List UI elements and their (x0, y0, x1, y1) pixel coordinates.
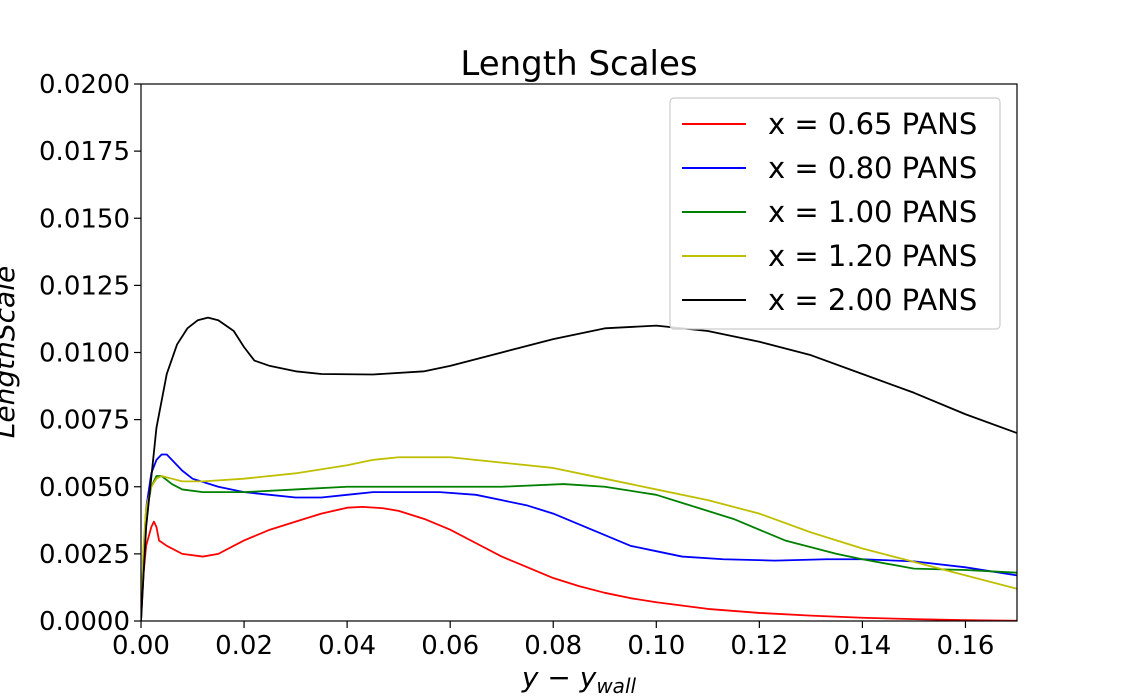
legend-label-2: x = 0.80 PANS (768, 151, 977, 185)
series-line-2 (141, 453, 1017, 621)
plot-area (140, 83, 1018, 622)
y-tick-label: 0.0150 (39, 204, 130, 234)
x-tick-label: 0.04 (318, 631, 376, 661)
y-tick-label: 0.0025 (39, 540, 130, 570)
legend-items: x = 0.65 PANS x = 0.80 PANS x = 1.00 PANS x… (682, 107, 977, 317)
y-axis-label: LengthScale (0, 266, 21, 438)
x-tick-label: 0.08 (524, 631, 582, 661)
series-layer (141, 316, 1017, 621)
y-tick-label: 0.0050 (39, 473, 130, 503)
y-tick-label: 0.0000 (39, 607, 130, 637)
chart-title: Length Scales (460, 44, 697, 84)
legend-label-3: x = 1.00 PANS (768, 195, 977, 229)
legend-frame (669, 97, 1001, 330)
x-axis-label: y − ywall (521, 661, 637, 698)
x-tick-label: 0.16 (937, 631, 995, 661)
legend-label-5: x = 2.00 PANS (768, 283, 977, 317)
series-line-3 (141, 475, 1017, 621)
x-tick-label: 0.14 (833, 631, 891, 661)
series-line-4 (141, 456, 1017, 621)
x-tick-label: 0.02 (215, 631, 273, 661)
y-axis: 0.0000 0.0025 0.0050 0.0075 0.0100 0.0125 0.01… (39, 70, 141, 637)
legend-label-1: x = 0.65 PANS (768, 107, 977, 141)
y-tick-label: 0.0125 (39, 271, 130, 301)
x-tick-label: 0.10 (627, 631, 685, 661)
series-line-5 (141, 316, 1017, 621)
x-axis: 0.00 0.02 0.04 0.06 0.08 0.10 0.12 0.14 0.16 (112, 621, 994, 661)
x-tick-label: 0.00 (112, 631, 170, 661)
x-axis-label-main: y − y (521, 661, 597, 694)
x-tick-label: 0.12 (730, 631, 788, 661)
y-tick-label: 0.0200 (39, 70, 130, 100)
x-axis-label-subscript: wall (596, 674, 636, 698)
series-line-1 (141, 505, 1017, 621)
legend: x = 0.65 PANS x = 0.80 PANS x = 1.00 PANS x… (669, 97, 1001, 330)
y-tick-label: 0.0100 (39, 339, 130, 369)
y-tick-label: 0.0075 (39, 406, 130, 436)
legend-label-4: x = 1.20 PANS (768, 239, 977, 273)
y-tick-label: 0.0175 (39, 137, 130, 167)
x-tick-label: 0.06 (421, 631, 479, 661)
